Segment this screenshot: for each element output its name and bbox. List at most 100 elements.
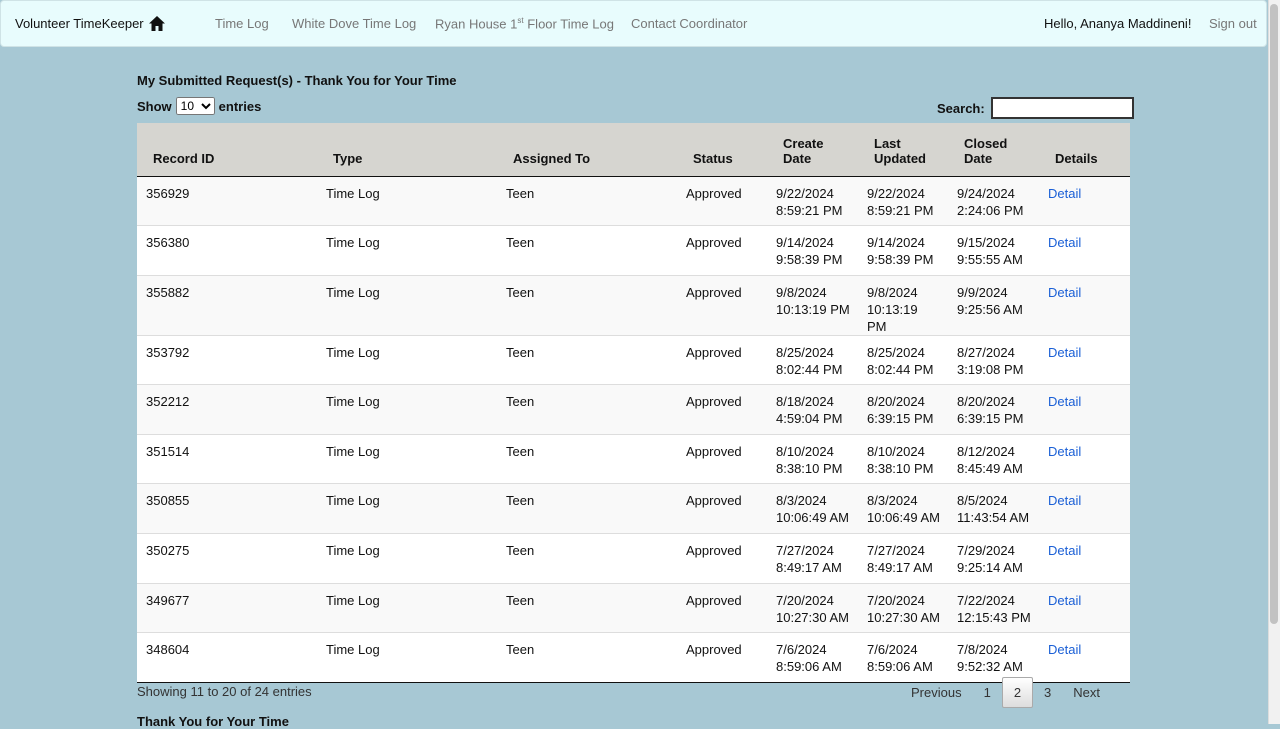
time: 12:15:43 PM: [957, 609, 1031, 625]
brand-link[interactable]: Volunteer TimeKeeper: [15, 15, 166, 32]
record-id: 355882: [146, 284, 190, 300]
date: 7/6/2024: [776, 642, 827, 658]
detail-link[interactable]: Detail: [1048, 344, 1082, 360]
scrollbar[interactable]: [1268, 0, 1280, 724]
nav-contact-coordinator[interactable]: Contact Coordinator: [631, 16, 748, 31]
type: Time Log: [326, 443, 380, 459]
time: 6:39:15 PM: [957, 411, 1024, 427]
table-row: 356929 Time Log Teen Approved 9/22/2024 8:59:…: [137, 176, 1130, 226]
detail-link[interactable]: Detail: [1048, 493, 1082, 509]
assigned-to: Teen: [506, 443, 535, 459]
cell-last-updated: 8/10/2024 8:38:10 PM: [858, 433, 948, 484]
cell-last-updated: 8/3/2024 10:06:49 AM: [858, 483, 948, 534]
header-closed-date[interactable]: Closed Date: [948, 123, 1039, 177]
status: Approved: [686, 493, 742, 509]
date: 8/10/2024: [867, 443, 925, 459]
previous-button[interactable]: Previous: [911, 684, 962, 700]
time: 9:25:56 AM: [957, 301, 1023, 317]
table-row: 355882 Time Log Teen Approved 9/8/2024 10:13:…: [137, 274, 1130, 336]
time: 9:55:55 AM: [957, 252, 1023, 268]
header-assigned-to[interactable]: Assigned To: [497, 123, 677, 177]
link-sup: st: [517, 16, 524, 25]
cell-type: Time Log: [317, 384, 497, 435]
nav-ryan-house-time-log[interactable]: Ryan House 1st Floor Time Log: [435, 16, 614, 31]
cell-closed-date: 9/9/2024 9:25:56 AM: [948, 274, 1039, 336]
date: 8/25/2024: [776, 344, 834, 360]
time: 8:49:17 AM: [776, 560, 842, 576]
assigned-to: Teen: [506, 235, 535, 251]
type: Time Log: [326, 235, 380, 251]
cell-details: Detail: [1039, 533, 1130, 584]
date: 9/14/2024: [867, 235, 925, 251]
date: 8/3/2024: [776, 493, 827, 509]
detail-link[interactable]: Detail: [1048, 394, 1082, 410]
cell-create-date: 7/6/2024 8:59:06 AM: [767, 632, 858, 683]
date: 7/27/2024: [867, 543, 925, 559]
type: Time Log: [326, 493, 380, 509]
detail-link[interactable]: Detail: [1048, 642, 1082, 658]
cell-create-date: 8/3/2024 10:06:49 AM: [767, 483, 858, 534]
cell-record-id: 351514: [137, 433, 317, 484]
cell-record-id: 352212: [137, 384, 317, 435]
header-type[interactable]: Type: [317, 123, 497, 177]
cell-type: Time Log: [317, 225, 497, 276]
date: 7/29/2024: [957, 543, 1015, 559]
cell-last-updated: 9/8/2024 10:13:19 PM: [858, 274, 948, 336]
cell-status: Approved: [677, 334, 767, 385]
cell-create-date: 8/25/2024 8:02:44 PM: [767, 334, 858, 385]
cell-record-id: 353792: [137, 334, 317, 385]
page-1-button[interactable]: 1: [983, 684, 991, 700]
cell-closed-date: 8/5/2024 11:43:54 AM: [948, 483, 1039, 534]
cell-create-date: 9/14/2024 9:58:39 PM: [767, 225, 858, 276]
entries-select[interactable]: 10: [175, 97, 215, 115]
cell-details: Detail: [1039, 225, 1130, 276]
scrollbar-thumb[interactable]: [1270, 4, 1278, 624]
cell-assigned-to: Teen: [497, 334, 677, 385]
cell-create-date: 8/18/2024 4:59:04 PM: [767, 384, 858, 435]
assigned-to: Teen: [506, 642, 535, 658]
header-last-updated[interactable]: Last Updated: [858, 123, 948, 177]
cell-assigned-to: Teen: [497, 483, 677, 534]
record-id: 349677: [146, 592, 190, 608]
detail-link[interactable]: Detail: [1048, 543, 1082, 559]
cell-type: Time Log: [317, 632, 497, 683]
table-row: 350855 Time Log Teen Approved 8/3/2024 10:06:…: [137, 483, 1130, 534]
header-record-id[interactable]: Record ID: [137, 123, 317, 177]
date: 9/24/2024: [957, 185, 1015, 201]
search-input[interactable]: [990, 97, 1134, 119]
header-create-date[interactable]: Create Date: [767, 123, 858, 177]
cell-last-updated: 9/14/2024 9:58:39 PM: [858, 225, 948, 276]
sign-out-link[interactable]: Sign out: [1209, 16, 1257, 31]
detail-link[interactable]: Detail: [1048, 235, 1082, 251]
cell-closed-date: 7/22/2024 12:15:43 PM: [948, 582, 1039, 633]
detail-link[interactable]: Detail: [1048, 592, 1082, 608]
header-details[interactable]: Details: [1039, 123, 1130, 177]
table-row: 349677 Time Log Teen Approved 7/20/2024 10:27…: [137, 582, 1130, 633]
record-id: 356929: [146, 185, 190, 201]
cell-assigned-to: Teen: [497, 632, 677, 683]
footer-text: Thank You for Your Time: [137, 714, 289, 729]
table-info: Showing 11 to 20 of 24 entries: [137, 684, 312, 699]
table-row: 353792 Time Log Teen Approved 8/25/2024 8:02:…: [137, 334, 1130, 385]
cell-record-id: 356380: [137, 225, 317, 276]
nav-time-log[interactable]: Time Log: [215, 16, 269, 31]
detail-link[interactable]: Detail: [1048, 443, 1082, 459]
time: 6:39:15 PM: [867, 411, 934, 427]
cell-assigned-to: Teen: [497, 433, 677, 484]
detail-link[interactable]: Detail: [1048, 284, 1082, 300]
page-2-button[interactable]: 2: [1001, 677, 1034, 708]
cell-closed-date: 8/20/2024 6:39:15 PM: [948, 384, 1039, 435]
header-status[interactable]: Status: [677, 123, 767, 177]
next-button[interactable]: Next: [1073, 684, 1101, 700]
search-box: Search:: [937, 97, 1134, 119]
cell-status: Approved: [677, 582, 767, 633]
nav-white-dove-time-log[interactable]: White Dove Time Log: [292, 16, 417, 31]
detail-link[interactable]: Detail: [1048, 185, 1082, 201]
page-3-button[interactable]: 3: [1044, 684, 1052, 700]
pagination: Previous 1 2 3 Next: [900, 677, 1111, 708]
assigned-to: Teen: [506, 493, 535, 509]
date: 8/25/2024: [867, 344, 925, 360]
cell-create-date: 7/20/2024 10:27:30 AM: [767, 582, 858, 633]
cell-last-updated: 8/25/2024 8:02:44 PM: [858, 334, 948, 385]
time: 8:59:21 PM: [867, 202, 934, 218]
